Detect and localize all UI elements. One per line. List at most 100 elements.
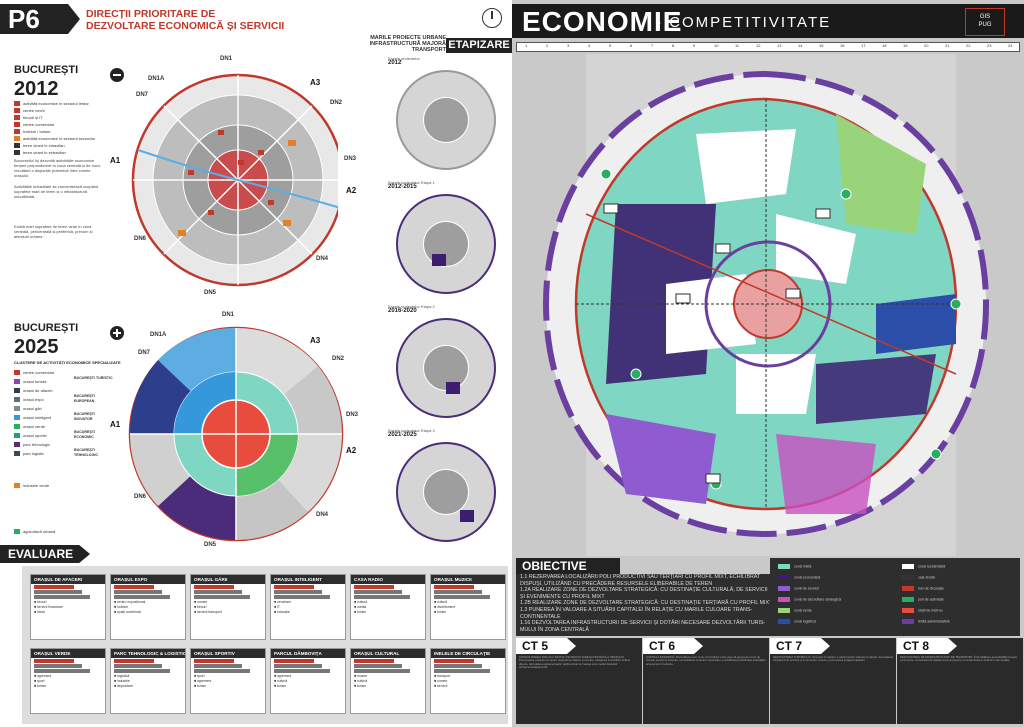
card-item: ■ muzee	[354, 674, 368, 678]
legend-label: orașul sportiv	[23, 433, 47, 438]
score-bar	[114, 669, 170, 673]
economy-map[interactable]	[516, 54, 1020, 556]
ruler-tick: 2	[546, 43, 549, 48]
card-item: ■ hoteluri	[114, 605, 129, 609]
legend-label: activități economice în sectorul secunda…	[23, 136, 96, 141]
card-title: ORAȘUL CULTURAL	[351, 649, 425, 658]
legend-swatch	[778, 586, 790, 591]
title-line-2: DEZVOLTARE ECONOMICĂ ȘI SERVICII	[86, 20, 285, 32]
ruler-tick: 18	[882, 43, 887, 48]
score-bar	[354, 590, 402, 594]
mari-proiecte-line1: MARILE PROIECTE URBANE	[370, 35, 446, 41]
legend-2012-item: teren virant în extravilan	[14, 149, 104, 156]
card-item: ■ birouri	[194, 605, 207, 609]
evaluation-card: PARCUL DÂMBOVIȚA ■ agrement ■ cultură ■ tur…	[270, 648, 346, 714]
ruler-tick: 17	[861, 43, 866, 48]
gis-pug-logo: GIS PUG	[965, 8, 1005, 36]
card-item: ■ spații conferință	[114, 610, 141, 614]
card-title: ORAȘUL GĂRII	[191, 575, 265, 584]
card-title: ORAȘUL DE AFACERI	[31, 575, 105, 584]
agri-label: agricultură urbană	[14, 528, 55, 535]
score-bar	[114, 659, 154, 663]
road-dn7-2025: DN7	[138, 350, 151, 356]
etapizare-label: Fazele proiectelor Etapa 2 2016-2020	[388, 304, 448, 314]
ct-text: CAPITALA MODERNĂ. Dezvoltarea unor zone …	[646, 655, 767, 666]
legend-label: stații de metrou	[918, 608, 943, 613]
etapizare-tag: ETAPIZARE	[446, 38, 512, 53]
legend-swatch	[902, 608, 914, 613]
ct-text: CONSOLIDAREA ROLULUI DE POL DE DEZVOLTAR…	[519, 655, 631, 670]
score-bar	[434, 659, 474, 663]
ct-text: DEZVOLTAREA TURISMULUI. Punerea în valoa…	[773, 655, 893, 663]
evaluation-card: ORAȘUL DE AFACERI ■ birouri ■ servicii fin…	[30, 574, 106, 640]
evaluation-card: ORAȘUL GĂRII ■ comerț ■ birouri ■ servicii …	[190, 574, 266, 640]
score-bar	[114, 664, 162, 668]
score-bar	[274, 669, 330, 673]
legend-swatch	[14, 388, 20, 394]
card-item: ■ agrement	[274, 674, 292, 678]
evaluation-card: PARC TEHNOLOGIC & LOGISTIC ■ logistică ■ i…	[110, 648, 186, 714]
road-dn5-2025: DN5	[204, 542, 217, 548]
card-item: ■ cultură	[354, 600, 368, 604]
evaluation-card: CASA RADIO ■ cultură ■ media ■ turism	[350, 574, 426, 640]
card-title: CASA RADIO	[351, 575, 425, 584]
text-2012-c: Există mari suprafețe de teren viran în …	[14, 224, 93, 239]
highway-a3-2012: A3	[310, 78, 321, 87]
card-item: ■ agrement	[34, 674, 52, 678]
legend-swatch	[14, 115, 20, 121]
objective-item: CONTINENTALE	[520, 613, 561, 620]
score-bar	[114, 590, 162, 594]
legend-swatch	[902, 586, 914, 591]
road-dn6-2012: DN6	[134, 236, 147, 242]
legend-2025: centre comerciale orașul turistic orașul d…	[14, 368, 74, 458]
legend-2025-item: orașul gări	[14, 404, 74, 413]
groups-2025: BUCUREȘTI TURISTIC BUCUREȘTI EUROPEAN BUCU…	[74, 376, 114, 466]
score-bar	[114, 585, 154, 589]
score-bar	[434, 590, 482, 594]
card-title: ORAȘUL VERDE	[31, 649, 105, 658]
year-2025: 2025	[14, 336, 59, 358]
legend-label: parc logistic	[23, 451, 45, 456]
map-legend-item: cale ferată	[902, 575, 935, 580]
highway-a2-2025: A2	[346, 446, 357, 455]
etapizare-phase: Fazele proiectelor Etapa 3	[388, 428, 435, 433]
road-dn1a-2012: DN1A	[148, 76, 165, 82]
legend-label: inel de circulație	[918, 586, 944, 591]
road-dn1-2025: DN1	[222, 312, 235, 318]
legend-2025-item: orașul inteligent	[14, 413, 74, 422]
ct-code: CT 5	[516, 638, 576, 654]
legend-2012-item: activități economice în sectorul terțiar	[14, 100, 104, 107]
map-legend-item: stații de metrou	[902, 608, 943, 613]
minus-icon	[110, 68, 124, 82]
legend-label: poli de activitate	[918, 597, 944, 602]
legend-2025-item: orașul sportiv	[14, 431, 74, 440]
legend-swatch	[902, 597, 914, 602]
highway-a3-2025: A3	[310, 336, 321, 345]
score-bar	[114, 595, 170, 599]
card-item: ■ IT	[274, 605, 281, 609]
card-item: ■ servicii financiare	[34, 605, 63, 609]
legend-label: zonă rezidențială	[918, 564, 946, 569]
ruler-tick: 6	[630, 43, 633, 48]
page-title: DIRECȚII PRIORITARE DE DEZVOLTARE ECONOM…	[86, 8, 386, 32]
score-bar	[274, 590, 322, 594]
page-code-tag: P6	[0, 4, 80, 34]
title-line-1: DIRECȚII PRIORITARE DE	[86, 8, 216, 20]
etapizare-period: 2012	[388, 60, 402, 66]
card-title: ORAȘUL MUZICII	[431, 575, 505, 584]
ruler-tick: 3	[567, 43, 570, 48]
score-bar	[274, 664, 322, 668]
legend-2012-item: hoteluri / turism	[14, 128, 104, 135]
map-legend-item: inel de circulație	[902, 586, 944, 591]
score-bar	[34, 585, 74, 589]
card-title: ORAȘUL EXPO	[111, 575, 185, 584]
legend-2012-item: teren virant în intravilan	[14, 142, 104, 149]
card-item: ■ centru expozițional	[114, 600, 146, 604]
legend-label: zonă economică	[794, 575, 821, 580]
legend-swatch	[14, 370, 20, 376]
etapizare-project	[460, 510, 474, 522]
industry-label: industrie verde	[14, 482, 49, 489]
evaluare-tag: EVALUARE	[0, 545, 90, 563]
legend-label: teren virant în extravilan	[23, 150, 66, 155]
group-label: BUCUREȘTI ECONOMIC	[74, 430, 95, 439]
